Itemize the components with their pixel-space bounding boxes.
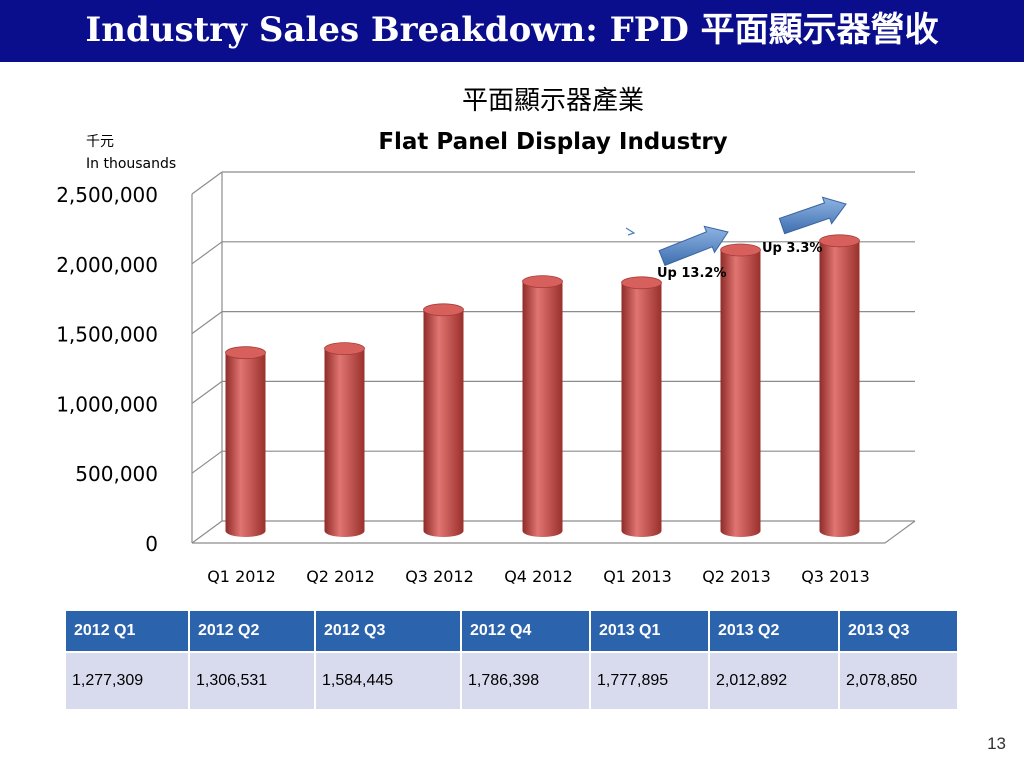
bar-body	[819, 240, 860, 537]
table-cell: 1,786,398	[461, 651, 591, 709]
bar-body	[423, 309, 464, 537]
table-header-row: 2012 Q1 2012 Q2 2012 Q3 2012 Q4 2013 Q1 …	[66, 611, 959, 652]
x-tick-label: Q2 2012	[306, 567, 375, 586]
table-header-cell: 2013 Q2	[709, 611, 840, 652]
x-tick-label: Q1 2013	[603, 567, 672, 586]
bar	[225, 346, 266, 537]
table-row: 1,277,309 1,306,531 1,584,445 1,786,398 …	[66, 651, 959, 709]
bar-top	[522, 275, 563, 289]
chart-title: Flat Panel Display Industry	[378, 129, 727, 155]
x-tick-label: Q4 2012	[504, 567, 573, 586]
table-cell: 2,078,850	[839, 651, 959, 709]
bar	[522, 275, 563, 537]
y-tick-label: 1,000,000	[56, 392, 158, 416]
bar-body	[621, 282, 662, 537]
table-header-cell: 2012 Q1	[66, 611, 190, 652]
floor-side-edge	[884, 520, 916, 544]
y-tick-label: 1,500,000	[56, 323, 158, 347]
growth-arrow	[778, 196, 847, 235]
growth-annotation: Up 3.3%	[762, 241, 822, 256]
bar	[720, 243, 761, 537]
bar-chart: 0 500,000 1,000,000 1,500,000 2,000,000 2,500…	[56, 86, 916, 586]
gridline-depth	[191, 311, 223, 335]
gridline-depth	[191, 380, 223, 404]
bar-body	[720, 250, 761, 537]
chart-title-zh: 平面顯示器產業	[462, 86, 644, 116]
table-cell: 1,277,309	[66, 651, 190, 709]
bar-body	[522, 281, 563, 537]
title-bar	[0, 0, 1024, 62]
bar	[621, 276, 662, 537]
table-cell: 1,584,445	[315, 651, 462, 709]
unit-label-zh: 千元	[86, 134, 114, 150]
table-header-cell: 2012 Q3	[315, 611, 462, 652]
x-tick-label: Q3 2012	[405, 567, 474, 586]
bar	[819, 234, 860, 537]
bar-top	[225, 346, 266, 360]
bar	[324, 342, 365, 537]
x-tick-label: Q3 2013	[801, 567, 870, 586]
gridline-depth	[191, 241, 223, 265]
unit-label: In thousands	[86, 156, 176, 172]
slide-title: Industry Sales Breakdown: FPD 平面顯示器營收	[85, 10, 939, 50]
table-header-cell: 2012 Q4	[461, 611, 591, 652]
bar-top	[423, 303, 464, 317]
table-header-cell: 2013 Q1	[590, 611, 710, 652]
bar-top	[621, 276, 662, 290]
table-cell: 1,777,895	[590, 651, 710, 709]
bar-top	[819, 234, 860, 248]
bar-body	[225, 352, 266, 537]
bar	[423, 303, 464, 537]
bar-top	[324, 342, 365, 356]
table-cell: 1,306,531	[189, 651, 316, 709]
gridline-depth	[191, 520, 223, 544]
growth-arrow	[658, 225, 729, 267]
y-tick-label: 0	[145, 532, 158, 556]
table-header-cell: 2013 Q3	[839, 611, 959, 652]
growth-annotation: Up 13.2%	[657, 266, 727, 281]
y-tick-label: 500,000	[75, 462, 158, 486]
annotation-tick	[625, 227, 636, 236]
y-tick-label: 2,500,000	[56, 183, 158, 207]
table-cell: 2,012,892	[709, 651, 840, 709]
bar-top	[720, 243, 761, 257]
page-number: 13	[987, 734, 1006, 753]
table-header-cell: 2012 Q2	[189, 611, 316, 652]
x-tick-label: Q2 2013	[702, 567, 771, 586]
gridline-depth	[191, 450, 223, 474]
bar-body	[324, 348, 365, 537]
data-table: 2012 Q1 2012 Q2 2012 Q3 2012 Q4 2013 Q1 …	[66, 611, 959, 709]
x-tick-label: Q1 2012	[207, 567, 276, 586]
y-tick-label: 2,000,000	[56, 253, 158, 277]
gridline-depth	[191, 171, 223, 195]
